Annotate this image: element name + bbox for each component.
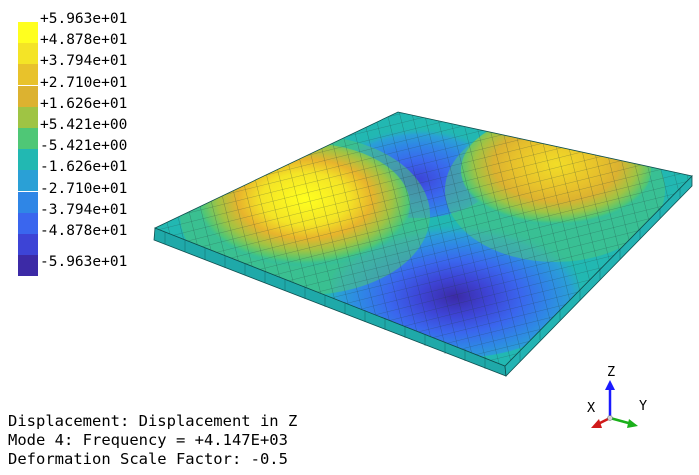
z-axis-label: Z [607,364,616,380]
legend-swatch [18,191,38,213]
legend-swatch [18,43,38,65]
legend-swatch [18,212,38,234]
legend-value-label: -4.878e+01 [40,223,128,239]
legend-swatch [18,149,38,171]
legend-value-label: +4.878e+01 [40,32,128,49]
legend-swatch [18,85,38,107]
legend-swatch [18,64,38,86]
legend-swatch [18,234,38,255]
legend-value-label: +3.794e+01 [40,53,128,70]
info-result-label: Displacement: Displacement in Z [8,412,298,430]
legend-value-label: +1.626e+01 [40,95,128,112]
legend-value-label: -3.794e+01 [40,201,128,218]
info-scale-label: Deformation Scale Factor: -0.5 [8,450,288,468]
legend-value-label: +5.421e+00 [40,117,128,133]
legend-swatch [18,22,38,43]
legend-swatch [18,128,38,149]
legend-value-label: -5.963e+01 [40,254,128,271]
y-axis-label: Y [639,398,648,414]
legend-value-label: -2.710e+01 [40,180,128,197]
x-axis-label: X [587,400,596,416]
info-panel: Displacement: Displacement in Z Mode 4: F… [8,412,297,469]
legend-value-label: +5.963e+01 [40,11,128,27]
legend-swatch [18,255,38,277]
legend-swatch [18,106,38,128]
legend-value-label: -1.626e+01 [40,159,128,176]
axis-triad: Z X Y [580,360,680,440]
color-legend: +5.963e+01 +4.878e+01 +3.794e+01 +2.710e+01… [18,11,238,277]
axis-triad-icon [591,380,638,428]
info-mode-label: Mode 4: Frequency = +4.147E+03 [8,431,288,449]
legend-swatch [18,170,38,192]
legend-value-label: -5.421e+00 [40,138,128,155]
legend-value-label: +2.710e+01 [40,74,128,91]
